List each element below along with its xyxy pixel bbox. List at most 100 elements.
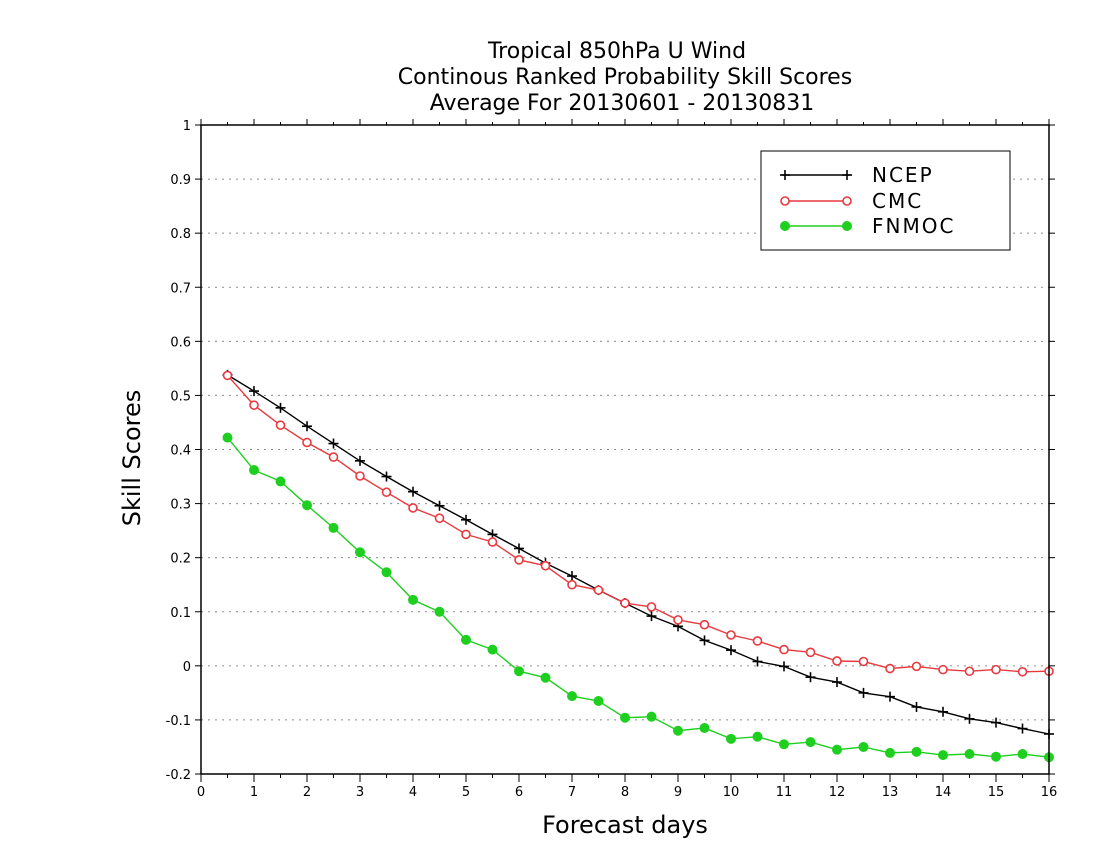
x-tick-label: 4 [409, 785, 417, 800]
series-fnmoc-point [858, 741, 869, 752]
series-ncep-point [779, 661, 789, 672]
series-ncep-point [249, 386, 259, 397]
series-ncep-line [227, 374, 1050, 735]
series-fnmoc-point [593, 695, 604, 706]
x-tick-label: 3 [356, 785, 364, 800]
y-tick-label: 0 [183, 660, 191, 675]
x-tick-label: 6 [515, 785, 523, 800]
series-cmc-point [249, 400, 259, 410]
series-fnmoc-point [620, 712, 630, 723]
series-fnmoc-point [699, 723, 710, 734]
series-cmc-point [779, 644, 789, 655]
series-ncep-point [752, 656, 763, 667]
series-cmc-point [355, 471, 365, 481]
series-cmc-point [514, 555, 524, 565]
legend-entry-ncep: NCEP [780, 163, 934, 187]
legend-ncep-marker-l [780, 170, 790, 180]
series-cmc-point [699, 619, 710, 630]
series-cmc-line [226, 374, 1050, 673]
series-cmc-point [487, 537, 498, 547]
series-cmc-point [567, 579, 577, 590]
series-ncep-point [858, 687, 869, 698]
series-cmc-point [646, 602, 657, 612]
series-cmc-point [408, 503, 418, 513]
series-fnmoc-point [646, 711, 657, 722]
series-ncep-point [964, 713, 975, 724]
series-ncep-point [991, 717, 1001, 728]
series-ncep [222, 369, 1054, 739]
x-tick-label: 13 [882, 785, 899, 800]
legend-cmc-marker-l [780, 196, 790, 206]
legend-cmc-label: CMC [872, 189, 923, 213]
series-cmc-point [381, 487, 392, 498]
legend-fnmoc-marker-left [780, 221, 790, 231]
chart-title: Tropical 850hPa U Wind Continous Ranked … [398, 39, 852, 116]
series-fnmoc-point [222, 432, 233, 443]
series-cmc-point [540, 560, 551, 571]
series-fnmoc-point [911, 746, 922, 757]
y-tick-label: -0.1 [166, 714, 191, 729]
series-fnmoc-point [328, 522, 339, 533]
legend-fnmoc-marker-r [842, 221, 852, 231]
series-fnmoc-point [302, 500, 312, 511]
series-cmc-point [1017, 666, 1028, 677]
series-cmc-point [885, 663, 895, 674]
series-ncep-point [646, 611, 657, 622]
series-cmc-point [302, 437, 312, 448]
series-ncep-point [302, 421, 312, 432]
series-fnmoc-point [991, 751, 1001, 762]
series-fnmoc-point [275, 476, 286, 487]
series-fnmoc-point [381, 567, 392, 578]
series-ncep-point [408, 486, 418, 497]
y-tick-label: -0.2 [166, 768, 191, 783]
y-tick-label: 0.5 [170, 389, 191, 404]
series-ncep-point [381, 471, 392, 482]
y-tick-label: 0.8 [170, 227, 191, 242]
series-fnmoc-point [514, 666, 524, 677]
legend-ncep-marker-left [780, 170, 790, 180]
series-fnmoc-point [779, 739, 789, 750]
legend-ncep-label: NCEP [872, 163, 934, 187]
series-fnmoc-point [752, 731, 763, 742]
series-fnmoc-point [249, 465, 259, 476]
series-cmc-point [593, 585, 604, 595]
legend: NCEP CMC FNMOC [760, 150, 1011, 251]
y-tick-label: 0.4 [170, 444, 191, 459]
series-fnmoc-point [567, 691, 577, 702]
series-cmc-point [911, 661, 922, 672]
x-tick-label: 2 [303, 785, 311, 800]
series-fnmoc-point [487, 644, 498, 655]
series-ncep-point [275, 402, 286, 413]
y-axis-label: Skill Scores [118, 390, 146, 527]
series-cmc-point [434, 513, 445, 523]
series-fnmoc-point [434, 606, 445, 617]
series-ncep-point [885, 691, 895, 702]
series-ncep-point [699, 635, 710, 646]
series-fnmoc-point [964, 748, 975, 759]
series-fnmoc-point [355, 547, 365, 558]
series-ncep-point [726, 645, 736, 656]
series-cmc [222, 370, 1054, 677]
x-tick-label: 9 [674, 785, 682, 800]
y-tick-label: 0.2 [170, 552, 191, 567]
y-tick-label: 1 [183, 119, 191, 134]
series-cmc-point [726, 630, 736, 640]
series-cmc-point [805, 647, 816, 658]
series-fnmoc-point [805, 737, 816, 748]
x-tick-label: 1 [250, 785, 258, 800]
series-cmc-point [275, 420, 286, 430]
series-ncep-point [355, 455, 365, 466]
series-lines [222, 369, 1054, 763]
series-fnmoc-point [938, 750, 948, 761]
legend-fnmoc-label: FNMOC [872, 214, 955, 238]
series-cmc-point [858, 656, 869, 667]
x-tick-label: 10 [723, 785, 740, 800]
series-ncep-point [514, 543, 524, 554]
series-ncep-point [1017, 723, 1028, 734]
x-tick-label: 7 [568, 785, 576, 800]
series-ncep-point [832, 677, 842, 688]
legend-ncep-marker-right [842, 170, 852, 180]
series-ncep-point [461, 514, 471, 525]
series-fnmoc-point [673, 725, 683, 736]
